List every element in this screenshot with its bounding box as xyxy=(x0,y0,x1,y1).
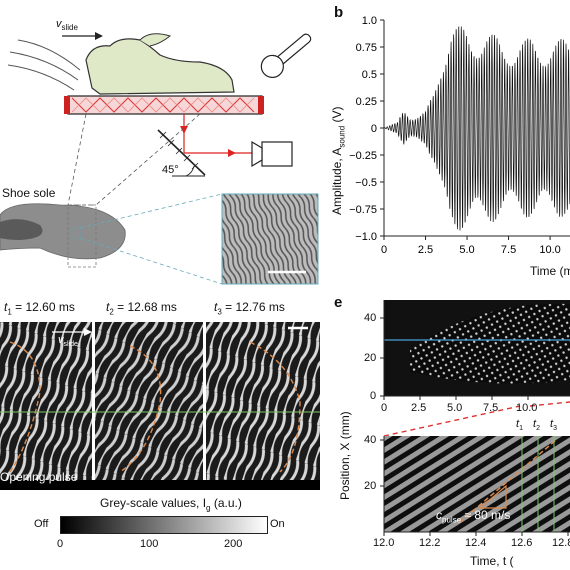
kymo-top-xtick: 7.5 xyxy=(483,402,499,414)
t3-marker-sub: 3 xyxy=(553,425,557,433)
t2-marker-sub: 2 xyxy=(536,425,540,433)
colorbar-tick: 200 xyxy=(224,538,243,550)
kymo-bottom-ytick: 40 xyxy=(364,434,377,446)
amplitude-x-label: Time (m xyxy=(530,264,570,278)
x-tick-label: 0 xyxy=(381,244,387,256)
y-tick-label: 0 xyxy=(371,123,377,135)
colorbar-title-text: Grey-scale values, I xyxy=(100,496,207,510)
t1-marker: t1 xyxy=(516,418,523,432)
colorbar-on-label: On xyxy=(270,518,285,530)
kymo-y-label: Position, X (mm) xyxy=(338,411,352,500)
colorbar-off-label: Off xyxy=(34,518,49,530)
kymo-top-xtick: 5.0 xyxy=(447,402,463,414)
frame-3-time: = 12.76 ms xyxy=(221,300,285,314)
colorbar-tick: 0 xyxy=(57,538,64,550)
c-pulse-label: cpulse ≈ 80 m/s xyxy=(436,508,510,524)
frame-3-sub: 3 xyxy=(217,307,222,317)
colorbar-tick: 100 xyxy=(140,538,159,550)
amplitude-chart: 1.0 0.75 0.5 0.25 0 −0.25 −0.5 −0.75 −1.0 0 2.5 5.0… xyxy=(349,15,570,256)
kymo-bottom-xtick: 12.6 xyxy=(511,537,533,549)
frame-1-sub: 1 xyxy=(7,307,12,317)
frame-v-slide-sub: slide xyxy=(63,341,78,349)
frame-image-3 xyxy=(206,322,320,490)
kymo-bottom-xtick: 12.2 xyxy=(419,537,441,549)
c-pulse-sub: pulse xyxy=(442,515,462,525)
y-tick-label: 0.25 xyxy=(356,96,377,108)
frames-strip xyxy=(0,322,320,490)
air-flow-line xyxy=(7,64,75,91)
shoe-sole-photo xyxy=(0,203,126,260)
t2-marker: t2 xyxy=(533,418,540,432)
frame-title-3: t3 = 12.76 ms xyxy=(214,300,285,317)
camera-icon xyxy=(251,140,293,168)
c-pulse-symbol: c xyxy=(436,508,442,522)
angle-label: 45° xyxy=(162,164,179,176)
v-slide-sub: slide xyxy=(61,23,78,33)
t2-marker-symbol: t xyxy=(533,418,537,430)
air-flow-line xyxy=(9,51,79,81)
colorbar-title-sub: g xyxy=(206,503,211,513)
y-tick-label: −0.5 xyxy=(355,177,377,189)
frame-1-time: = 12.60 ms xyxy=(11,300,75,314)
t3-marker-symbol: t xyxy=(550,418,554,430)
shoe-sole-label: Shoe sole xyxy=(2,186,56,200)
kymo-bottom-xtick: 12.4 xyxy=(465,537,487,549)
y-tick-label: 0.75 xyxy=(356,42,377,54)
kymo-bottom-ytick: 20 xyxy=(364,480,377,492)
frame-title-2: t2 = 12.68 ms xyxy=(106,300,177,317)
y-tick-label: −1.0 xyxy=(355,231,377,243)
kymo-top-xtick: 2.5 xyxy=(411,402,427,414)
y-tick-label: −0.25 xyxy=(349,150,377,162)
t3-marker: t3 xyxy=(550,418,557,432)
colorbar-title: Grey-scale values, Ig (a.u.) xyxy=(100,496,242,512)
shoe-drawing xyxy=(85,38,235,95)
amplitude-series-line xyxy=(383,26,570,231)
frame-2-sub: 2 xyxy=(109,307,114,317)
amplitude-y-label-text: Amplitude, A xyxy=(330,147,344,215)
x-tick-label: 5.0 xyxy=(459,244,474,256)
colorbar-title-unit: (a.u.) xyxy=(210,496,242,510)
panel-b-letter: b xyxy=(334,4,344,21)
opening-pulse-label: Opening pulse xyxy=(0,470,78,484)
t1-marker-sub: 1 xyxy=(519,425,523,433)
panel-a-schematic xyxy=(0,32,319,285)
x-tick-label: 2.5 xyxy=(418,244,433,256)
v-slide-symbol: v xyxy=(56,18,62,30)
zoomed-contact-image xyxy=(221,193,319,285)
y-tick-label: 0.5 xyxy=(362,69,377,81)
kymo-top-xtick: 0 xyxy=(381,402,388,414)
kymo-top-ytick: 40 xyxy=(364,312,377,324)
kymo-top-xtick: 10.0 xyxy=(516,402,538,414)
kymo-bottom-xtick: 12.0 xyxy=(373,537,395,549)
amplitude-y-label-unit: (V) xyxy=(330,106,344,126)
amplitude-y-label-sub: sound xyxy=(337,125,347,148)
y-tick-label: 1.0 xyxy=(362,15,377,27)
kymo-x-label: Time, t ( xyxy=(470,554,514,568)
kymograph-bottom xyxy=(384,436,570,532)
panel-e-letter: e xyxy=(334,294,343,311)
kymograph-panel xyxy=(380,300,570,536)
x-tick-label: 10.0 xyxy=(539,244,560,256)
frame-image-2 xyxy=(95,322,203,490)
c-pulse-value: ≈ 80 m/s xyxy=(461,508,511,522)
frame-v-slide-label: vslide xyxy=(58,334,78,348)
t1-marker-symbol: t xyxy=(516,418,520,430)
amplitude-y-label: Amplitude, Asound (V) xyxy=(330,106,346,215)
mirror xyxy=(157,129,206,176)
kymo-bottom-xtick: 12.8 xyxy=(552,537,570,549)
x-tick-label: 7.5 xyxy=(501,244,516,256)
kymo-top-ytick: 20 xyxy=(364,352,377,364)
frame-2-time: = 12.68 ms xyxy=(113,300,177,314)
air-flow-line xyxy=(17,39,81,71)
kymo-top-ytick: 0 xyxy=(370,390,377,402)
frame-title-1: t1 = 12.60 ms xyxy=(4,300,75,317)
v-slide-label: vslide xyxy=(56,18,78,32)
frame-v-slide-symbol: v xyxy=(58,334,64,346)
colorbar xyxy=(60,516,268,534)
y-tick-label: −0.75 xyxy=(349,204,377,216)
microphone-icon xyxy=(260,33,312,79)
